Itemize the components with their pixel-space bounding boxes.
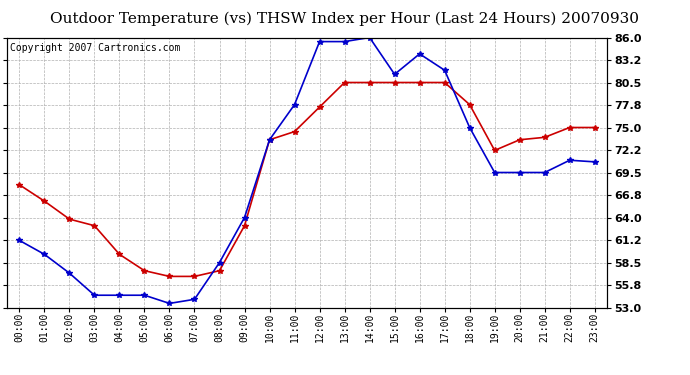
Text: Copyright 2007 Cartronics.com: Copyright 2007 Cartronics.com: [10, 43, 180, 53]
Text: Outdoor Temperature (vs) THSW Index per Hour (Last 24 Hours) 20070930: Outdoor Temperature (vs) THSW Index per …: [50, 11, 640, 26]
